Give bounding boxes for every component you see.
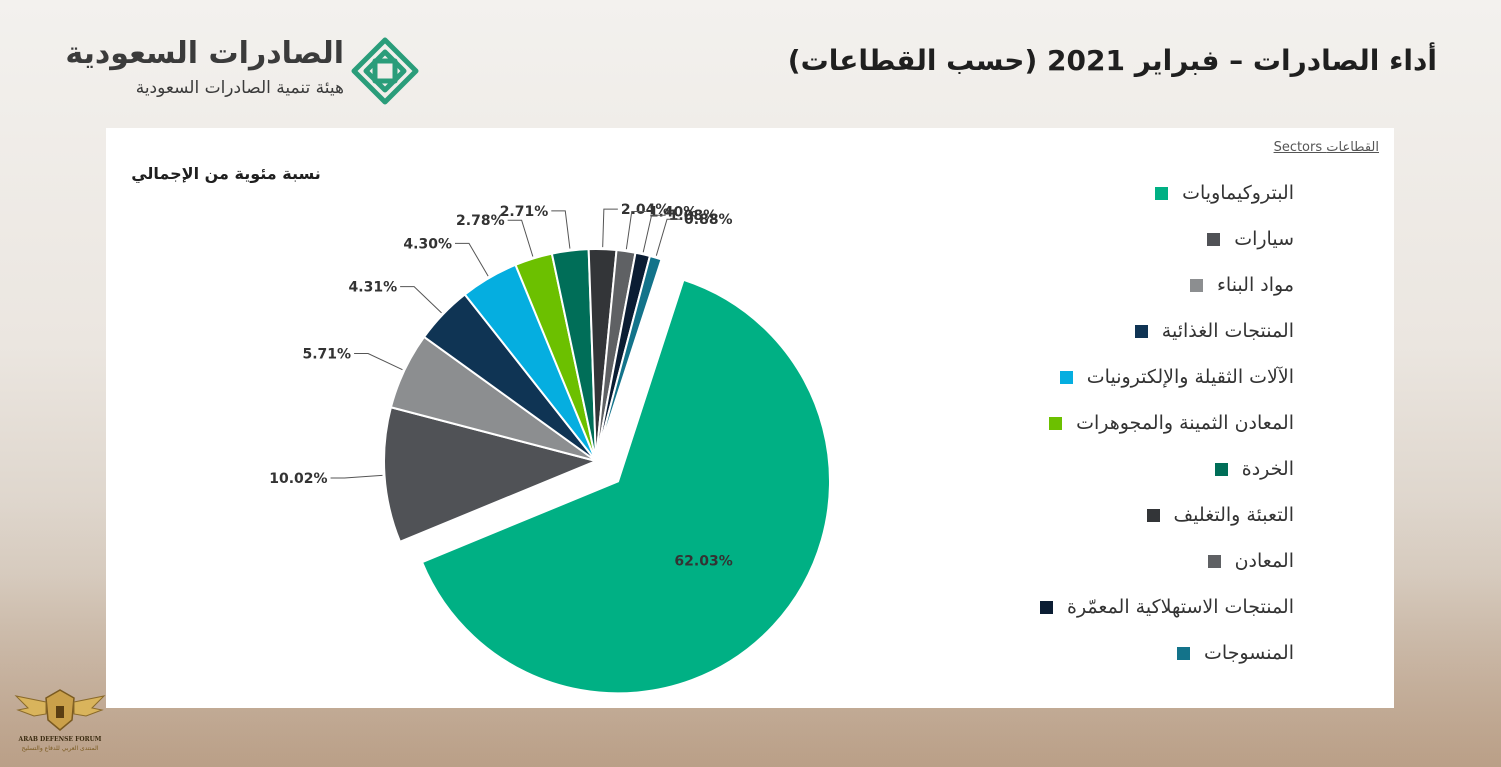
saudi-exports-logo: الصادرات السعودية هيئة تنمية الصادرات ال… xyxy=(40,36,420,110)
legend-label: الآلات الثقيلة والإلكترونيات xyxy=(1086,366,1294,388)
pie-chart: 62.03% 10.02% 5.71% 4.31% 4.30%2.78%2.71% 2.0… xyxy=(269,202,831,695)
legend-swatch xyxy=(1207,554,1221,568)
logo-title: الصادرات السعودية xyxy=(65,36,344,71)
legend-label: الخردة xyxy=(1241,458,1294,480)
pie-leader-6 xyxy=(551,210,571,249)
pie-label-9: 1.08% xyxy=(669,208,718,224)
legend-label: البتروكيماويات xyxy=(1182,182,1294,204)
legend-item-3: المنتجات الغذائية xyxy=(994,308,1294,354)
pie-label-4: 4.30% xyxy=(403,236,452,252)
legend-item-4: الآلات الثقيلة والإلكترونيات xyxy=(994,354,1294,400)
watermark-line2: المنتدى العربي للدفاع والتسليح xyxy=(21,745,99,752)
legend-label: سيارات xyxy=(1234,228,1294,250)
legend-swatch xyxy=(1059,370,1073,384)
pie-slice-0 xyxy=(420,278,831,695)
pie-label-2: 5.71% xyxy=(303,346,352,362)
pie-leader-5 xyxy=(507,219,534,257)
legend-swatch xyxy=(1146,508,1160,522)
legend-swatch xyxy=(1134,324,1148,338)
pie-leader-10 xyxy=(655,218,682,256)
pie-label-1: 10.02% xyxy=(269,471,327,487)
pie-label-5: 2.78% xyxy=(456,213,505,229)
legend-item-1: سيارات xyxy=(994,216,1294,262)
arab-defense-forum-watermark: ARAB DEFENSE FORUM المنتدى العربي للدفاع… xyxy=(12,686,108,762)
pie-leader-2 xyxy=(354,352,403,371)
watermark-line1: ARAB DEFENSE FORUM xyxy=(18,736,102,743)
legend-label: مواد البناء xyxy=(1216,274,1294,296)
legend-item-8: المعادن xyxy=(994,538,1294,584)
legend-label: المعادن الثمينة والمجوهرات xyxy=(1076,412,1294,434)
legend-label: المنتجات الاستهلاكية المعمّرة xyxy=(1066,596,1294,618)
pie-label-8: 1.40% xyxy=(649,205,698,221)
pie-leader-7 xyxy=(602,208,618,248)
winged-shield-icon xyxy=(14,689,106,731)
legend-label: المعادن xyxy=(1234,550,1294,572)
legend-swatch xyxy=(1189,278,1203,292)
pie-label-0: 62.03% xyxy=(674,554,732,570)
logo-subtitle: هيئة تنمية الصادرات السعودية xyxy=(135,78,344,98)
legend-item-0: البتروكيماويات xyxy=(994,170,1294,216)
legend-title: Sectors القطاعات xyxy=(1273,140,1379,155)
legend-item-5: المعادن الثمينة والمجوهرات xyxy=(994,400,1294,446)
legend-item-2: مواد البناء xyxy=(994,262,1294,308)
pie-leader-4 xyxy=(454,242,489,277)
legend-item-7: التعبئة والتغليف xyxy=(994,492,1294,538)
legend-item-9: المنتجات الاستهلاكية المعمّرة xyxy=(994,584,1294,630)
pie-slice-10 xyxy=(595,254,663,462)
page-title: أداء الصادرات – فبراير 2021 (حسب القطاعا… xyxy=(787,44,1437,77)
legend-swatch xyxy=(1039,600,1053,614)
legend-swatch xyxy=(1049,416,1063,430)
pie-leader-3 xyxy=(400,286,442,314)
pie-label-6: 2.71% xyxy=(500,204,549,220)
legend-label: المنسوجات xyxy=(1204,642,1294,664)
legend-item-10: المنسوجات xyxy=(994,630,1294,676)
legend-label: المنتجات الغذائية xyxy=(1161,320,1294,342)
legend-label: التعبئة والتغليف xyxy=(1173,504,1295,526)
legend-item-6: الخردة xyxy=(994,446,1294,492)
pie-leader-8 xyxy=(625,211,646,250)
chart-caption: نسبة مئوية من الإجمالي xyxy=(131,164,321,183)
legend: البتروكيماويات سيارات مواد البناء المنتجات … xyxy=(994,170,1294,676)
pie-label-3: 4.31% xyxy=(349,280,398,296)
pie-label-10: 0.88% xyxy=(684,212,733,228)
legend-swatch xyxy=(1177,646,1191,660)
pie-label-7: 2.04% xyxy=(621,202,670,218)
legend-swatch xyxy=(1207,232,1221,246)
legend-swatch xyxy=(1155,186,1169,200)
chart-panel: 62.03% 10.02% 5.71% 4.31% 4.30% 2.78% 2.71% 2.0… xyxy=(106,128,1394,708)
pie-slice-1 xyxy=(383,406,600,544)
logo-knot-icon xyxy=(351,37,419,105)
legend-swatch xyxy=(1214,462,1228,476)
pie-leader-1 xyxy=(330,474,383,479)
pie-leader-9 xyxy=(642,214,666,253)
